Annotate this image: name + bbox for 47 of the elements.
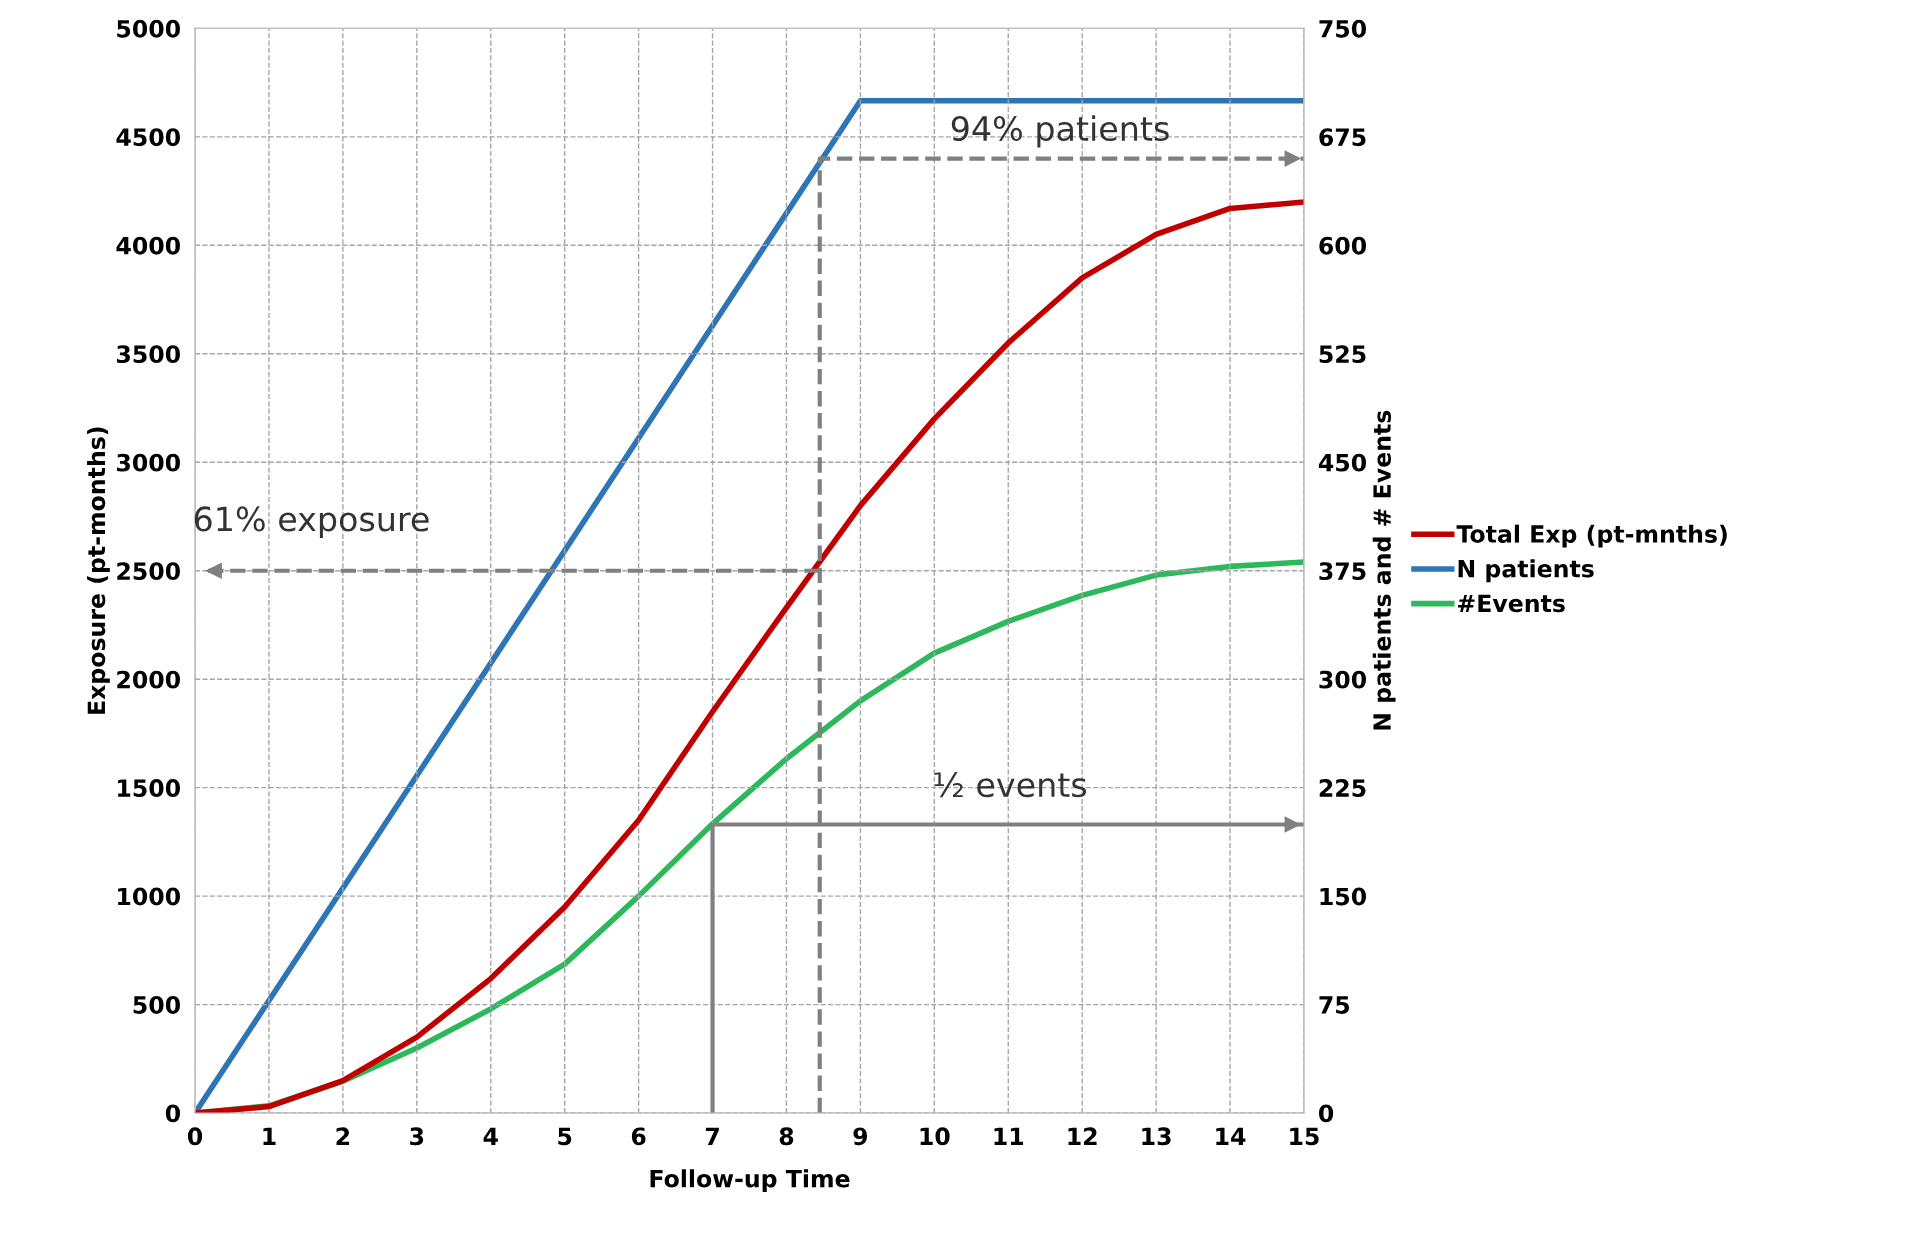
y-tick-label: 0 [165,1104,181,1123]
y2-tick-label: 75 [1319,996,1350,1014]
y-tick-label: 5000 [117,19,181,38]
y-tick-label: 3500 [117,345,181,364]
x-tick-label: 14 [1216,1127,1246,1145]
annotation: 61% exposure [194,506,429,539]
y2-tick-label: 450 [1318,453,1367,472]
x-tick-label: 12 [1068,1127,1097,1145]
y-tick-label: 4000 [116,236,181,255]
legend-label: Total Exp (pt-mnths) [1456,524,1727,548]
x-tick-label: 2 [336,1127,350,1145]
y-tick-label: 4500 [116,128,181,147]
y2-tick-label: 750 [1319,19,1367,38]
x-tick-label: 15 [1290,1127,1319,1146]
legend-label: N patients [1458,559,1594,583]
x-tick-label: 10 [920,1127,950,1146]
y2-tick-label: 0 [1319,1104,1334,1123]
x-tick-label: 9 [853,1127,868,1146]
y-tick-label: 500 [133,996,181,1014]
annotation: ½ events [934,772,1087,798]
y2-tick-label: 600 [1319,236,1367,255]
y2-tick-label: 375 [1319,562,1366,581]
x-tick-label: 13 [1142,1127,1171,1146]
annotation: 94% patients [951,115,1169,148]
y2-tick-label: 150 [1320,887,1367,906]
x-tick-label: 5 [558,1127,572,1146]
y-tick-label: 2500 [117,562,181,581]
y-tick-label: 3000 [117,453,181,472]
x-tick-label: 3 [410,1127,424,1146]
y2-tick-label: 300 [1319,670,1367,689]
x-tick-label: 4 [483,1127,498,1145]
x-tick-label: 8 [779,1127,794,1146]
legend-label: #Events [1458,594,1565,613]
y-axis-title: Exposure (pt-months) [87,427,110,714]
x-tick-label: 7 [705,1127,719,1145]
y-tick-label: 2000 [117,670,181,689]
x-tick-label: 0 [187,1127,203,1146]
x-axis-title: Follow-up Time [650,1169,850,1193]
x-tick-label: 11 [994,1127,1024,1145]
y2-axis-title: N patients and # Events [1372,410,1396,730]
y-tick-label: 1500 [118,779,181,797]
y2-tick-label: 225 [1319,779,1366,797]
y2-tick-label: 525 [1319,345,1366,364]
x-tick-label: 1 [263,1127,276,1145]
y2-tick-label: 675 [1319,128,1366,147]
y-tick-label: 1000 [118,887,181,906]
x-tick-label: 6 [631,1127,646,1146]
